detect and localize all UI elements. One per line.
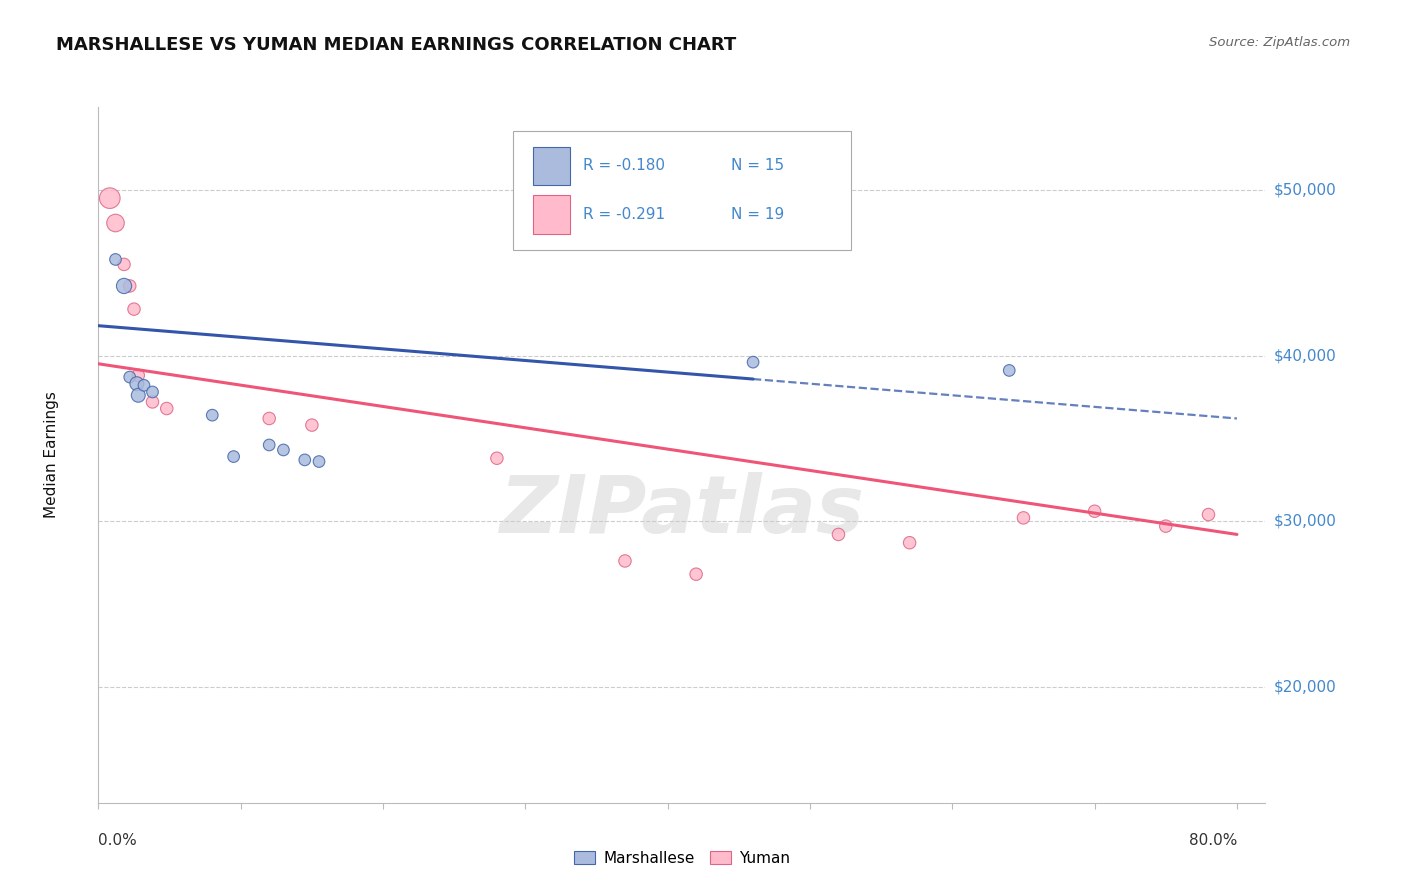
Point <box>257 438 280 452</box>
Text: $50,000: $50,000 <box>1274 182 1337 197</box>
Point <box>118 370 141 384</box>
Point <box>201 408 224 422</box>
Point <box>485 451 508 466</box>
Point <box>156 401 179 416</box>
Point <box>125 376 148 391</box>
Point <box>141 395 163 409</box>
Point <box>685 567 707 582</box>
FancyBboxPatch shape <box>513 131 851 250</box>
Point <box>1084 504 1107 518</box>
Text: $40,000: $40,000 <box>1274 348 1337 363</box>
Text: $30,000: $30,000 <box>1274 514 1337 529</box>
Point <box>273 442 295 457</box>
Point <box>827 527 849 541</box>
Point <box>104 252 127 267</box>
FancyBboxPatch shape <box>533 195 569 234</box>
Point <box>1154 519 1177 533</box>
Text: $20,000: $20,000 <box>1274 680 1337 694</box>
Text: Median Earnings: Median Earnings <box>44 392 59 518</box>
Text: MARSHALLESE VS YUMAN MEDIAN EARNINGS CORRELATION CHART: MARSHALLESE VS YUMAN MEDIAN EARNINGS COR… <box>56 36 737 54</box>
Point <box>127 388 149 402</box>
FancyBboxPatch shape <box>533 146 569 185</box>
Point <box>132 378 155 392</box>
Point <box>1198 508 1220 522</box>
Point <box>742 355 765 369</box>
Text: Source: ZipAtlas.com: Source: ZipAtlas.com <box>1209 36 1350 49</box>
Point <box>127 368 149 383</box>
Text: N = 15: N = 15 <box>731 158 785 173</box>
Text: 0.0%: 0.0% <box>98 833 138 848</box>
Point <box>898 535 921 549</box>
Point <box>294 453 316 467</box>
Point <box>998 363 1021 377</box>
Text: N = 19: N = 19 <box>731 207 785 222</box>
Text: ZIPatlas: ZIPatlas <box>499 472 865 549</box>
Point <box>112 257 135 271</box>
Legend: Marshallese, Yuman: Marshallese, Yuman <box>568 845 796 871</box>
Point <box>112 279 135 293</box>
Point <box>141 384 163 399</box>
Point <box>122 302 145 317</box>
Point <box>118 279 141 293</box>
Point <box>104 216 127 230</box>
Point <box>98 191 121 205</box>
Point <box>301 418 323 433</box>
Text: R = -0.291: R = -0.291 <box>582 207 665 222</box>
Point <box>257 411 280 425</box>
Text: 80.0%: 80.0% <box>1188 833 1237 848</box>
Point <box>222 450 245 464</box>
Text: R = -0.180: R = -0.180 <box>582 158 665 173</box>
Point <box>614 554 637 568</box>
Point <box>1012 511 1035 525</box>
Point <box>308 454 330 468</box>
